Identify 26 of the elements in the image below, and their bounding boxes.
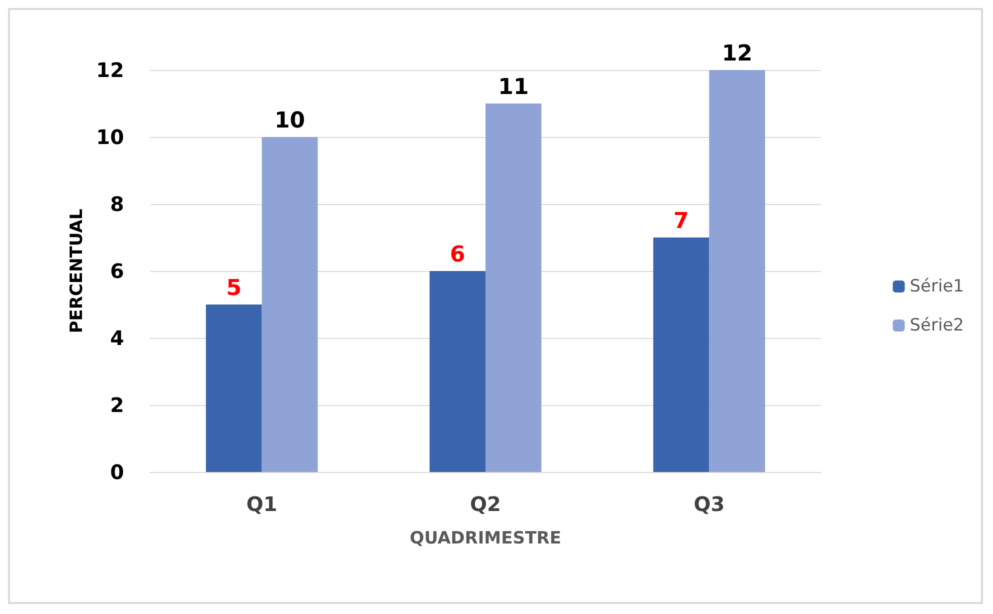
y-tick-label: 12: [96, 58, 124, 82]
data-label: 6: [450, 242, 466, 268]
bar: [262, 137, 318, 472]
x-tick-label: Q1: [246, 492, 278, 516]
x-axis-title: QUADRIMESTRE: [410, 528, 562, 548]
data-label: 5: [226, 276, 242, 301]
bar: [206, 304, 262, 472]
legend-label: Série2: [910, 316, 964, 336]
data-label: 7: [674, 209, 689, 234]
y-tick-label: 10: [96, 125, 124, 149]
bar: [709, 70, 766, 472]
y-tick-label: 2: [110, 393, 124, 417]
bar: [486, 104, 542, 472]
x-tick-label: Q2: [470, 492, 501, 516]
legend-label: Série1: [910, 276, 964, 296]
data-label: 11: [498, 75, 529, 100]
bar: [653, 238, 710, 472]
bar: [430, 271, 486, 472]
y-tick-label: 8: [110, 192, 124, 216]
y-tick-label: 4: [110, 326, 124, 350]
data-label: 12: [722, 42, 752, 66]
x-tick-label: Q3: [694, 492, 725, 516]
data-label: 10: [274, 108, 306, 134]
y-tick-label: 0: [110, 460, 124, 484]
y-axis-title: PERCENTUAL: [66, 208, 87, 334]
y-tick-label: 6: [110, 259, 124, 283]
